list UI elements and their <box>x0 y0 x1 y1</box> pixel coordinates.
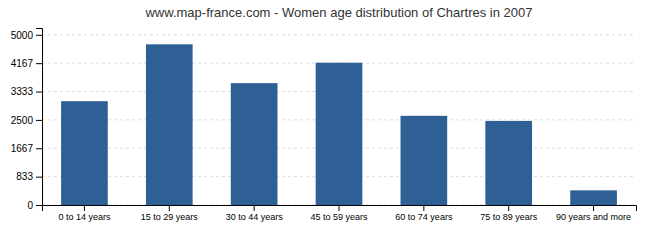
y-tick: 1667 <box>11 143 42 154</box>
y-tick-mark <box>36 148 42 149</box>
x-tick-mark <box>423 205 424 211</box>
x-tick: 30 to 44 years <box>226 205 284 222</box>
y-tick-label: 4167 <box>11 58 34 69</box>
x-tick: 60 to 74 years <box>395 205 453 222</box>
y-tick-label: 2500 <box>11 115 34 126</box>
y-axis-line <box>36 29 43 206</box>
x-tick: 45 to 59 years <box>310 205 368 222</box>
y-tick-label: 0 <box>27 200 33 211</box>
y-tick-mark <box>36 177 42 178</box>
x-tick-label: 15 to 29 years <box>141 212 199 222</box>
x-tick-label: 75 to 89 years <box>480 212 538 222</box>
x-tick-mark <box>339 205 340 211</box>
x-tick-label: 30 to 44 years <box>226 212 284 222</box>
x-tick-mark <box>593 205 594 211</box>
y-tick-label: 3333 <box>11 86 34 97</box>
x-tick-label: 90 years and more <box>556 212 631 222</box>
x-tick: 75 to 89 years <box>480 205 538 222</box>
y-tick: 3333 <box>11 86 42 97</box>
y-tick-label: 833 <box>16 171 33 182</box>
y-tick-label: 1667 <box>11 143 34 154</box>
x-axis-line <box>43 206 637 212</box>
y-tick: 5000 <box>11 30 42 41</box>
chart-container: 0 833 1667 2500 3333 4167 5000 0 to 14 years 15 … <box>0 0 650 229</box>
x-tick-mark <box>169 205 170 211</box>
y-tick-mark <box>36 35 42 36</box>
bar <box>401 116 448 205</box>
y-tick-mark <box>36 92 42 93</box>
y-tick: 833 <box>16 171 42 182</box>
x-tick-mark <box>84 205 85 211</box>
x-tick: 0 to 14 years <box>58 205 111 222</box>
bar <box>61 101 108 205</box>
y-tick: 0 <box>27 200 42 211</box>
grid-line <box>42 34 636 35</box>
x-tick-label: 60 to 74 years <box>395 212 453 222</box>
plot-area <box>61 44 617 205</box>
x-tick-label: 0 to 14 years <box>58 212 111 222</box>
y-tick-label: 5000 <box>11 30 34 41</box>
x-tick: 90 years and more <box>556 205 631 222</box>
x-tick: 15 to 29 years <box>141 205 199 222</box>
bar <box>485 121 532 205</box>
x-tick-label: 45 to 59 years <box>310 212 368 222</box>
bar <box>231 83 278 205</box>
y-tick: 4167 <box>11 58 42 69</box>
y-tick: 2500 <box>11 115 42 126</box>
chart: 0 833 1667 2500 3333 4167 5000 0 to 14 years 15 … <box>0 0 650 229</box>
bar <box>316 63 363 205</box>
bar <box>570 190 617 205</box>
bar <box>146 44 193 205</box>
x-tick-mark <box>508 205 509 211</box>
x-axis: 0 to 14 years 15 to 29 years 30 to 44 year… <box>43 205 637 222</box>
y-axis: 0 833 1667 2500 3333 4167 5000 <box>11 29 43 211</box>
grid <box>42 35 636 205</box>
x-tick-mark <box>254 205 255 211</box>
y-tick-mark <box>36 205 42 206</box>
title: www.map-france.com - Women age distribut… <box>144 5 532 20</box>
y-tick-mark <box>36 120 42 121</box>
y-tick-mark <box>36 63 42 64</box>
